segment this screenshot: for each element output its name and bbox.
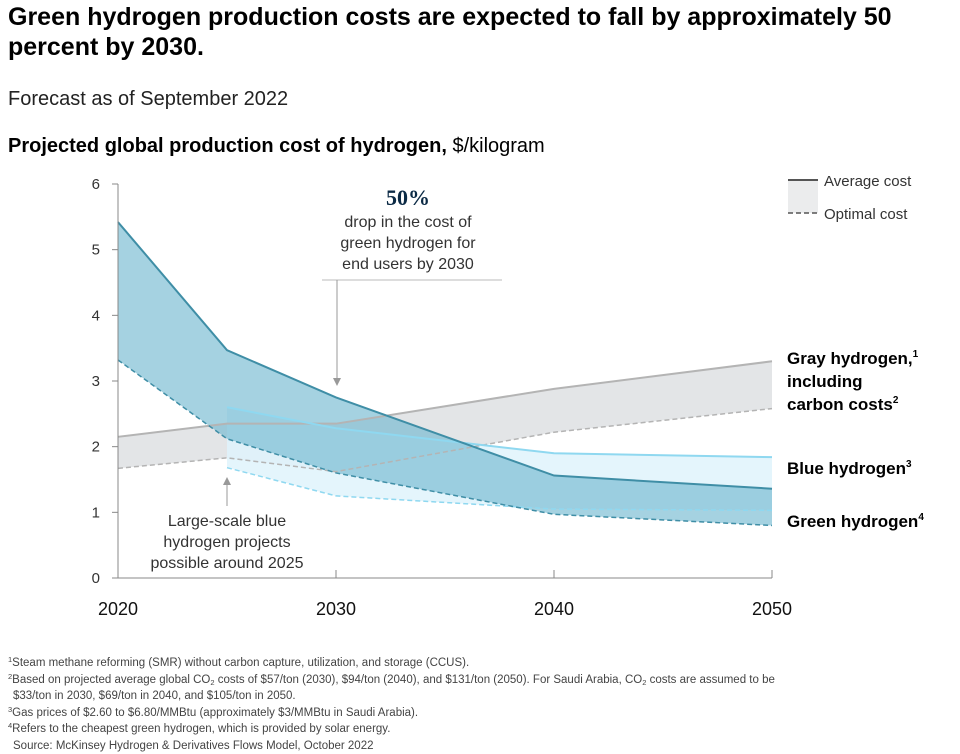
chart-svg: 0 1 2 3 4 5 6 2020 2030 2040 2050 Average cost Opt… (0, 0, 960, 650)
footnote-4: 4Refers to the cheapest green hydrogen, … (8, 721, 953, 738)
footnote-2-continued: $33/ton in 2030, $69/ton in 2040, and $1… (8, 688, 953, 705)
callout-value: 50% (386, 185, 430, 210)
callout-arrowhead (333, 378, 341, 386)
legend-band-swatch (788, 181, 818, 213)
callout-blue-arrowhead (223, 477, 231, 485)
callout-blue-line-2: hydrogen projects (163, 534, 290, 551)
callout-50-percent: 50% drop in the cost of green hydrogen f… (322, 185, 502, 386)
x-tick-label: 2020 (98, 599, 138, 619)
y-tick-label: 6 (92, 176, 100, 193)
callout-blue-line-3: possible around 2025 (150, 555, 303, 572)
callout-line-1: drop in the cost of (344, 214, 472, 231)
source-line: Source: McKinsey Hydrogen & Derivatives … (8, 738, 953, 754)
y-tick-label: 5 (92, 242, 100, 259)
footnote-1: 1Steam methane reforming (SMR) without c… (8, 655, 953, 672)
gray-hydrogen-label-line2: including (787, 372, 863, 391)
callout-blue-projects: Large-scale blue hydrogen projects possi… (150, 477, 303, 572)
gray-hydrogen-label-line3: carbon costs2 (787, 395, 899, 414)
x-tick-label: 2040 (534, 599, 574, 619)
x-tick-label: 2050 (752, 599, 792, 619)
blue-hydrogen-label: Blue hydrogen3 (787, 459, 912, 478)
callout-line-2: green hydrogen for (340, 235, 476, 252)
legend-average-label: Average cost (824, 173, 912, 190)
y-tick-label: 1 (92, 504, 100, 521)
y-tick-label: 0 (92, 570, 100, 587)
y-tick-label: 4 (92, 307, 100, 324)
footnotes: 1Steam methane reforming (SMR) without c… (8, 655, 953, 754)
legend-optimal-label: Optimal cost (824, 206, 908, 223)
footnote-2: 2Based on projected average global CO2 c… (8, 672, 953, 689)
x-tick-label: 2030 (316, 599, 356, 619)
legend: Average cost Optimal cost (788, 173, 912, 223)
y-tick-label: 2 (92, 439, 100, 456)
gray-hydrogen-label-line1: Gray hydrogen,1 (787, 349, 919, 368)
y-tick-label: 3 (92, 373, 100, 390)
series-labels: Gray hydrogen,1 including carbon costs2 … (787, 349, 924, 531)
green-hydrogen-label: Green hydrogen4 (787, 512, 924, 531)
footnote-3: 3Gas prices of $2.60 to $6.80/MMBtu (app… (8, 705, 953, 722)
callout-line-3: end users by 2030 (342, 256, 474, 273)
callout-blue-line-1: Large-scale blue (168, 513, 286, 530)
